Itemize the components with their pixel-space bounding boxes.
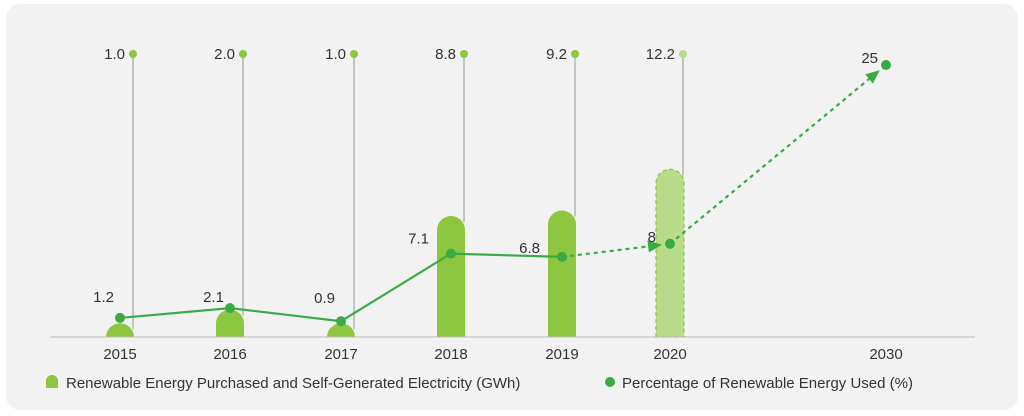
legend-line-swatch <box>605 377 615 387</box>
labels-layer: 1.0 2.0 1.0 8.8 9.2 12.2 1.2 2.1 0.9 7.1 6.8 8 25 <box>93 46 878 307</box>
stem-dot-2020 <box>679 50 687 58</box>
x-tick-2030: 2030 <box>869 346 902 363</box>
x-tick-2015: 2015 <box>103 346 136 363</box>
percentage-value-label-2020: 8 <box>648 229 656 246</box>
percentage-point-2020 <box>665 238 675 249</box>
percentage-point-2030 <box>881 60 891 70</box>
percentage-line-projection-2030-arrowhead <box>865 70 880 84</box>
percentage-value-label-2016: 2.1 <box>203 289 224 306</box>
line-layer <box>115 60 891 327</box>
bar-2019 <box>548 210 576 337</box>
bar-2020 <box>655 168 685 338</box>
percentage-value-label-2018: 7.1 <box>408 231 429 248</box>
stem-dot-2018 <box>460 50 468 58</box>
stem-dot-2017 <box>350 50 358 58</box>
x-tick-2016: 2016 <box>213 346 246 363</box>
bar-2016 <box>216 309 244 337</box>
percentage-point-2019 <box>557 251 567 262</box>
percentage-line-projection-2020 <box>561 245 649 258</box>
stems-layer <box>129 50 687 330</box>
bar-value-label-2018: 8.8 <box>435 46 456 63</box>
legend-line-label: Percentage of Renewable Energy Used (%) <box>622 375 913 392</box>
percentage-point-2018 <box>446 248 456 259</box>
percentage-value-label-2030: 25 <box>861 50 878 67</box>
percentage-line-actual <box>119 252 563 323</box>
percentage-value-label-2017: 0.9 <box>314 290 335 307</box>
bar-value-label-2017: 1.0 <box>325 46 346 63</box>
stem-dot-2016 <box>239 50 247 58</box>
legend: Renewable Energy Purchased and Self-Gene… <box>46 375 913 392</box>
x-tick-2020: 2020 <box>653 346 686 363</box>
percentage-point-2016 <box>225 303 235 314</box>
stem-dot-2019 <box>571 50 579 58</box>
x-tick-2017: 2017 <box>324 346 357 363</box>
x-tick-2018: 2018 <box>434 346 467 363</box>
percentage-line-projection-2020-arrowhead <box>647 240 663 253</box>
bar-2015 <box>106 323 134 338</box>
legend-bar-swatch <box>46 375 58 388</box>
bar-value-label-2020: 12.2 <box>646 46 675 63</box>
bar-2018 <box>437 216 465 337</box>
percentage-line-projection-2030 <box>669 78 870 245</box>
percentage-point-2017 <box>336 316 346 327</box>
stem-dot-2015 <box>129 50 137 58</box>
bar-value-label-2015: 1.0 <box>104 46 125 63</box>
x-ticks-layer: 2015 2016 2017 2018 2019 2020 2030 <box>103 346 902 363</box>
bars-layer <box>106 168 685 338</box>
bar-value-label-2016: 2.0 <box>214 46 235 63</box>
bar-value-label-2019: 9.2 <box>546 46 567 63</box>
percentage-point-2015 <box>115 312 125 323</box>
percentage-value-label-2019: 6.8 <box>519 240 540 257</box>
bar-2017 <box>327 323 355 338</box>
x-tick-2019: 2019 <box>545 346 578 363</box>
legend-bar-label: Renewable Energy Purchased and Self-Gene… <box>66 375 520 392</box>
chart-panel <box>6 4 1018 410</box>
percentage-value-label-2015: 1.2 <box>93 289 114 306</box>
